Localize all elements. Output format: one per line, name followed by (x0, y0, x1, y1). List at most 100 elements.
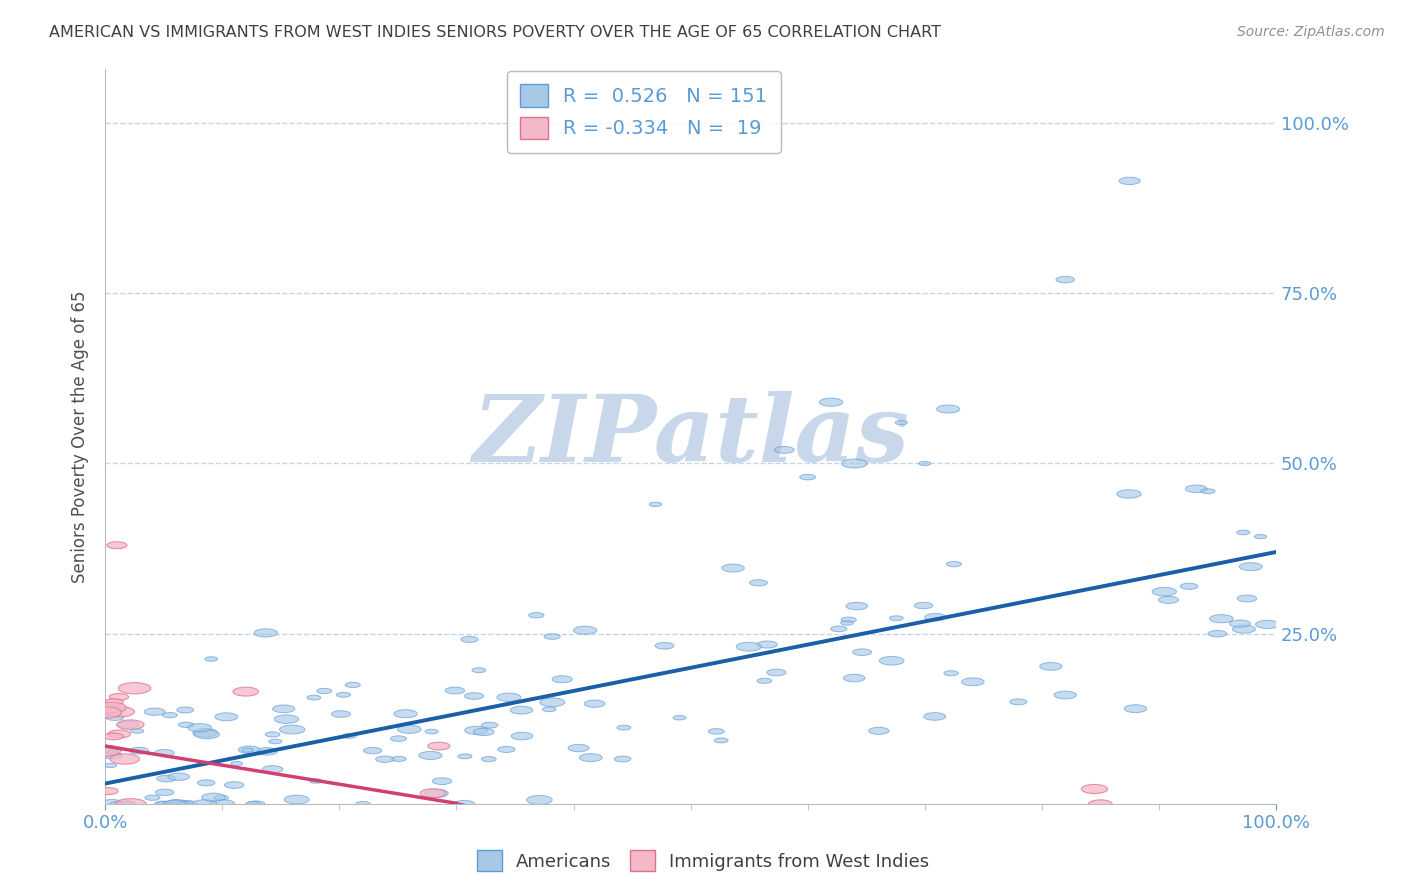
Ellipse shape (614, 756, 631, 762)
Ellipse shape (89, 706, 121, 718)
Ellipse shape (336, 692, 350, 698)
Ellipse shape (920, 461, 931, 466)
Ellipse shape (879, 657, 904, 665)
Ellipse shape (274, 714, 298, 723)
Ellipse shape (432, 778, 451, 785)
Ellipse shape (176, 800, 197, 807)
Ellipse shape (201, 793, 225, 801)
Ellipse shape (156, 775, 176, 782)
Ellipse shape (1254, 534, 1267, 539)
Ellipse shape (242, 748, 253, 752)
Ellipse shape (364, 747, 382, 754)
Ellipse shape (540, 698, 565, 706)
Ellipse shape (194, 730, 219, 739)
Ellipse shape (756, 641, 778, 648)
Ellipse shape (117, 720, 143, 730)
Ellipse shape (481, 723, 498, 728)
Ellipse shape (1088, 800, 1112, 808)
Text: AMERICAN VS IMMIGRANTS FROM WEST INDIES SENIORS POVERTY OVER THE AGE OF 65 CORRE: AMERICAN VS IMMIGRANTS FROM WEST INDIES … (49, 25, 941, 40)
Ellipse shape (1230, 620, 1250, 627)
Text: ZIPatlas: ZIPatlas (472, 392, 910, 482)
Ellipse shape (574, 626, 596, 634)
Ellipse shape (512, 732, 533, 739)
Ellipse shape (104, 764, 117, 767)
Ellipse shape (419, 751, 441, 759)
Ellipse shape (1039, 663, 1062, 670)
Ellipse shape (118, 722, 139, 728)
Ellipse shape (427, 742, 450, 750)
Ellipse shape (188, 723, 211, 731)
Ellipse shape (346, 682, 360, 688)
Ellipse shape (1056, 277, 1074, 283)
Ellipse shape (714, 738, 728, 743)
Ellipse shape (766, 669, 786, 676)
Ellipse shape (553, 676, 572, 682)
Ellipse shape (1180, 583, 1198, 590)
Ellipse shape (846, 602, 868, 610)
Ellipse shape (391, 736, 406, 741)
Ellipse shape (543, 707, 555, 712)
Ellipse shape (852, 648, 872, 656)
Ellipse shape (896, 420, 907, 425)
Ellipse shape (273, 705, 295, 713)
Ellipse shape (254, 629, 277, 637)
Ellipse shape (96, 702, 127, 713)
Ellipse shape (247, 801, 264, 807)
Ellipse shape (1159, 596, 1178, 603)
Ellipse shape (205, 657, 218, 661)
Ellipse shape (391, 756, 406, 762)
Ellipse shape (107, 750, 120, 755)
Ellipse shape (110, 693, 129, 700)
Ellipse shape (90, 746, 121, 756)
Text: Source: ZipAtlas.com: Source: ZipAtlas.com (1237, 25, 1385, 39)
Ellipse shape (1237, 595, 1257, 602)
Ellipse shape (225, 781, 243, 789)
Ellipse shape (118, 801, 136, 807)
Ellipse shape (749, 580, 768, 586)
Ellipse shape (118, 801, 134, 806)
Ellipse shape (454, 800, 475, 807)
Ellipse shape (420, 789, 446, 797)
Ellipse shape (568, 745, 589, 752)
Ellipse shape (166, 799, 187, 807)
Ellipse shape (316, 689, 332, 694)
Ellipse shape (936, 405, 960, 413)
Ellipse shape (280, 725, 305, 734)
Ellipse shape (375, 756, 394, 763)
Ellipse shape (458, 754, 472, 759)
Ellipse shape (831, 626, 846, 632)
Ellipse shape (145, 708, 165, 715)
Ellipse shape (496, 693, 520, 701)
Ellipse shape (510, 706, 533, 714)
Ellipse shape (890, 615, 903, 621)
Ellipse shape (844, 674, 865, 681)
Ellipse shape (1152, 587, 1177, 596)
Ellipse shape (1209, 615, 1233, 623)
Ellipse shape (1208, 631, 1227, 637)
Ellipse shape (155, 801, 170, 806)
Ellipse shape (579, 754, 602, 762)
Ellipse shape (156, 789, 174, 796)
Ellipse shape (925, 614, 946, 621)
Ellipse shape (842, 459, 868, 468)
Ellipse shape (673, 715, 686, 720)
Ellipse shape (1256, 620, 1279, 629)
Ellipse shape (177, 707, 194, 713)
Ellipse shape (231, 762, 243, 765)
Ellipse shape (1119, 178, 1140, 185)
Ellipse shape (1185, 485, 1206, 492)
Ellipse shape (425, 730, 439, 734)
Ellipse shape (650, 502, 662, 507)
Ellipse shape (775, 446, 794, 453)
Ellipse shape (246, 801, 260, 806)
Ellipse shape (263, 765, 283, 772)
Ellipse shape (1116, 490, 1142, 499)
Ellipse shape (869, 727, 889, 734)
Legend: Americans, Immigrants from West Indies: Americans, Immigrants from West Indies (470, 843, 936, 879)
Ellipse shape (481, 756, 496, 762)
Y-axis label: Seniors Poverty Over the Age of 65: Seniors Poverty Over the Age of 65 (72, 290, 89, 582)
Ellipse shape (1239, 563, 1263, 571)
Ellipse shape (498, 747, 515, 753)
Ellipse shape (841, 621, 853, 625)
Ellipse shape (110, 802, 124, 806)
